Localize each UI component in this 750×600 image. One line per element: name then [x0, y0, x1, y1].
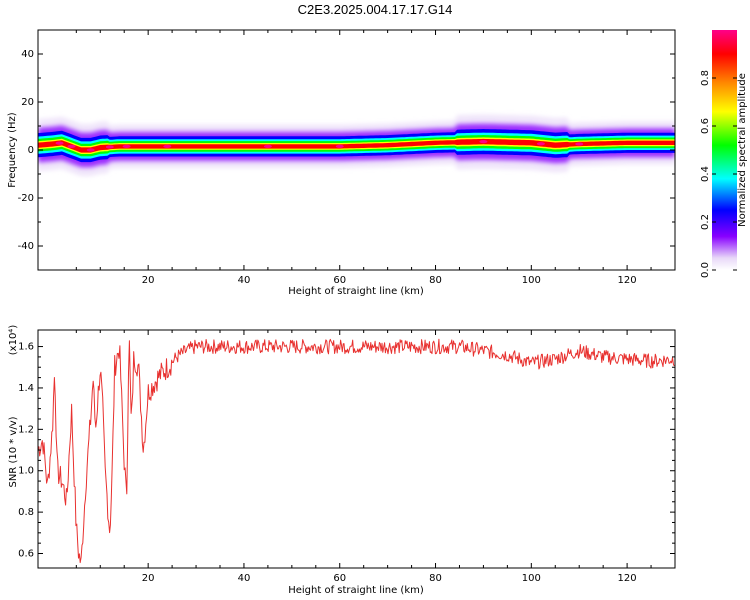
- colorbar-ticks: 0.0 0.2 0.4 0.6 0.8: [700, 70, 737, 278]
- colorbar-tick-label: 0.2: [700, 214, 711, 230]
- x-tick-label: 40: [238, 573, 251, 584]
- colorbar-tick-label: 0.0: [700, 262, 711, 278]
- y-tick-label: -40: [18, 241, 34, 252]
- spectrogram-xlabel: Height of straight line (km): [288, 286, 424, 297]
- x-tick-label: 40: [238, 275, 251, 286]
- y-tick-label: 0: [28, 145, 34, 156]
- y-tick-label: 1.6: [18, 342, 34, 353]
- snr-panel: 20 40 60 80 100 120 0.6 0.8 1.0 1.2 1.4 1.6 Height …: [8, 325, 676, 596]
- y-tick-label: -20: [18, 193, 34, 204]
- y-tick-label: 1.2: [18, 424, 34, 435]
- snr-frame: [37, 329, 676, 569]
- spectrogram-peak: [536, 142, 545, 146]
- x-tick-label: 120: [618, 275, 637, 286]
- colorbar-tick-label: 0.4: [700, 166, 711, 182]
- x-tick-label: 60: [333, 275, 346, 286]
- x-tick-label: 100: [522, 573, 541, 584]
- colorbar: 0.0 0.2 0.4 0.6 0.8 Normalized spectral ampl…: [700, 30, 748, 278]
- spectrogram-band: [38, 138, 675, 153]
- spectrogram-peak: [575, 142, 584, 146]
- y-tick-label: 1.0: [18, 466, 34, 477]
- spectrogram-peak: [335, 144, 344, 148]
- spectrogram-ticks: 20 40 60 80 100 120 -40 -20 0 20 40: [18, 29, 676, 286]
- spectrogram-peak: [55, 141, 64, 145]
- spectrogram-peak: [122, 144, 131, 148]
- spectrogram-peak: [86, 148, 95, 152]
- spectrogram-heatmap: [38, 114, 675, 176]
- x-tick-label: 100: [522, 275, 541, 286]
- y-tick-label: 1.4: [18, 383, 34, 394]
- y-tick-label: 20: [21, 97, 34, 108]
- spectrogram-panel: 20 40 60 80 100 120 -40 -20 0 20 40 Height of stra…: [7, 29, 676, 297]
- x-tick-label: 20: [142, 275, 155, 286]
- snr-series-line: [38, 338, 675, 564]
- snr-xlabel: Height of straight line (km): [288, 585, 424, 596]
- spectrogram-peak: [163, 144, 172, 148]
- x-tick-label: 60: [333, 573, 346, 584]
- colorbar-tick-label: 0.8: [700, 70, 711, 86]
- spectrogram-peak: [67, 144, 76, 148]
- y-tick-label: 40: [21, 49, 34, 60]
- colorbar-label: Normalized spectral amplitude: [737, 73, 748, 227]
- y-tick-label: 0.8: [18, 507, 34, 518]
- snr-ylabel: SNR (10 * v/v): [8, 416, 19, 487]
- figure-title: C2E3.2025.004.17.17.G14: [297, 2, 453, 17]
- spectrogram-peak: [105, 145, 114, 149]
- x-tick-label: 80: [429, 573, 442, 584]
- x-tick-label: 20: [142, 573, 155, 584]
- spectrogram-peak: [263, 144, 272, 148]
- spectrogram-peak: [479, 140, 488, 144]
- x-tick-label: 120: [618, 573, 637, 584]
- y-tick-label: 0.6: [18, 549, 34, 560]
- snr-ticks: 20 40 60 80 100 120 0.6 0.8 1.0 1.2 1.4 1.6: [18, 330, 676, 584]
- colorbar-tick-label: 0.6: [700, 118, 711, 134]
- snr-multiplier: (x10⁴): [8, 325, 19, 356]
- colorbar-gradient: [712, 30, 737, 270]
- spectrogram-ylabel: Frequency (Hz): [7, 112, 18, 188]
- x-tick-label: 80: [429, 275, 442, 286]
